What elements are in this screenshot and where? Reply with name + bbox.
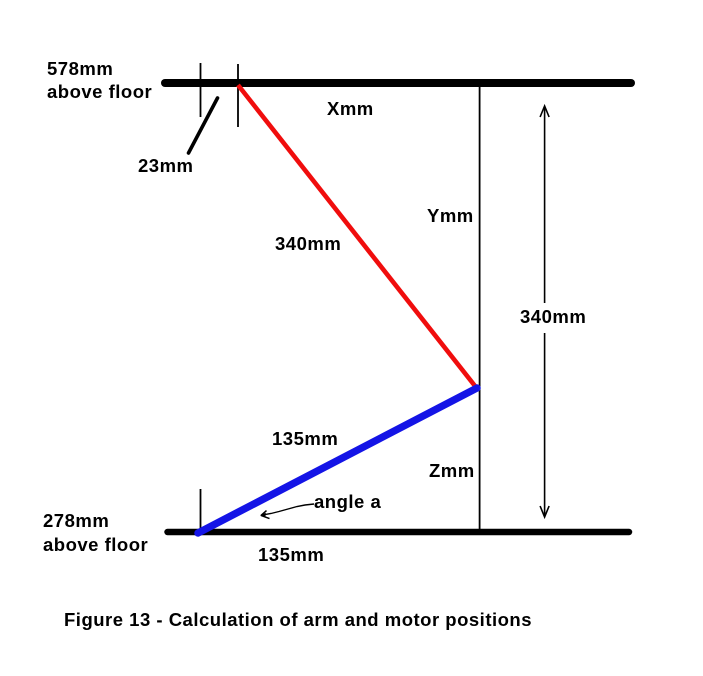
svg-text:340mm: 340mm [520,306,586,327]
svg-text:Xmm: Xmm [327,98,374,119]
svg-text:23mm: 23mm [138,155,193,176]
svg-text:135mm: 135mm [258,544,324,565]
svg-text:above floor: above floor [47,81,152,102]
svg-text:340mm: 340mm [275,233,341,254]
svg-text:Ymm: Ymm [427,205,474,226]
svg-text:135mm: 135mm [272,428,338,449]
svg-text:Figure 13 - Calculation of arm: Figure 13 - Calculation of arm and motor… [64,609,532,630]
svg-text:Zmm: Zmm [429,460,475,481]
svg-text:578mm: 578mm [47,58,113,79]
svg-text:above floor: above floor [43,534,148,555]
svg-text:angle a: angle a [314,491,381,512]
svg-text:278mm: 278mm [43,510,109,531]
